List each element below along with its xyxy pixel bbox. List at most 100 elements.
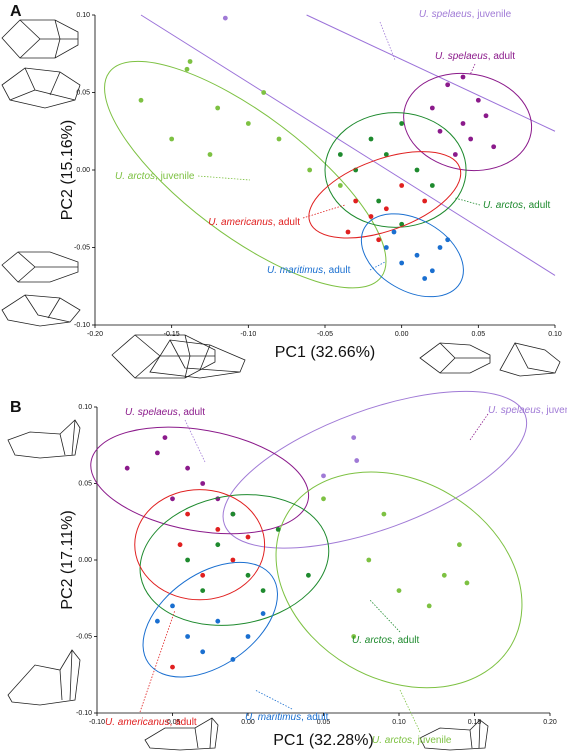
- x-tick-label: -0.05: [317, 331, 333, 338]
- leader-line: [469, 63, 476, 76]
- point: [276, 136, 282, 142]
- point: [422, 276, 428, 281]
- point: [187, 59, 193, 64]
- point: [307, 167, 313, 173]
- y-tick-label: 0.10: [78, 404, 92, 411]
- y-tick-label: 0.00: [78, 557, 92, 564]
- confidence-ellipse: [139, 494, 330, 626]
- point: [460, 121, 466, 126]
- group-stage: , adult: [523, 200, 550, 211]
- y-tick-label: 0.00: [76, 167, 90, 174]
- group-label: U. spelaeus, juvenile: [419, 9, 512, 20]
- y-tick-label: -0.05: [74, 244, 90, 251]
- x-tick-label: 0.10: [548, 331, 562, 338]
- point: [381, 511, 387, 517]
- point: [230, 511, 236, 517]
- wireframes: [1, 19, 561, 751]
- point: [376, 198, 382, 204]
- point: [383, 152, 389, 157]
- point: [383, 245, 389, 250]
- y-axis-title: PC2 (17.11%): [59, 510, 76, 609]
- point: [426, 603, 432, 609]
- point: [437, 245, 443, 250]
- x-tick-label: 0.00: [395, 331, 409, 338]
- point: [155, 450, 160, 456]
- confidence-ellipse: [324, 112, 467, 228]
- y-tick-label: -0.10: [74, 322, 90, 329]
- point: [169, 136, 175, 142]
- point: [391, 229, 397, 235]
- point: [215, 527, 221, 532]
- point: [475, 97, 481, 103]
- x-axis-title: PC1 (32.28%): [273, 732, 374, 749]
- point: [399, 260, 405, 266]
- point: [245, 121, 251, 126]
- group-name: U. maritimus: [267, 265, 323, 276]
- point: [337, 152, 343, 157]
- group-name: U. americanus: [208, 217, 272, 228]
- point: [215, 542, 221, 548]
- wireframe: [149, 339, 246, 379]
- point: [170, 496, 175, 502]
- point: [383, 206, 389, 212]
- point: [354, 458, 360, 463]
- y-tick-label: -0.05: [76, 633, 92, 640]
- point: [441, 572, 447, 578]
- point: [353, 198, 359, 204]
- panel-label: A: [10, 3, 22, 20]
- wireframe: [1, 19, 79, 59]
- wireframe: [419, 342, 491, 374]
- point: [245, 572, 251, 578]
- group-stage: , adult: [169, 717, 196, 728]
- x-tick-label: 0.05: [317, 719, 331, 726]
- group-label: U. americanus, adult: [105, 717, 197, 728]
- group-stage: , juvenile: [155, 171, 195, 182]
- leader-line: [197, 175, 251, 181]
- point: [457, 542, 462, 548]
- wireframe: [419, 719, 489, 751]
- wireframe: [111, 334, 216, 379]
- panel-label: B: [10, 399, 22, 416]
- point: [452, 152, 458, 157]
- point: [422, 198, 428, 204]
- point: [275, 527, 281, 532]
- point: [260, 588, 266, 593]
- group-name: U. maritimus: [245, 712, 301, 723]
- y-tick-label: 0.05: [76, 89, 90, 96]
- confidence-ellipse: [308, 151, 462, 239]
- point: [321, 473, 326, 479]
- leader-line: [369, 599, 401, 633]
- point: [445, 82, 451, 88]
- confidence-ellipse: [222, 390, 528, 549]
- x-tick-label: 0.20: [543, 719, 557, 726]
- x-tick-label: 0.10: [392, 719, 406, 726]
- point: [261, 90, 267, 95]
- group-name: U. americanus: [105, 717, 169, 728]
- group-name: U. spelaeus: [125, 407, 178, 418]
- wireframe: [499, 342, 561, 377]
- group-stage: , adult: [178, 407, 205, 418]
- point: [414, 252, 420, 258]
- group-label: U. arctos, adult: [352, 635, 419, 646]
- point: [351, 435, 357, 440]
- boundary-line: [140, 14, 556, 276]
- point: [155, 618, 160, 624]
- confidence-ellipse: [90, 426, 310, 535]
- y-tick-label: -0.10: [76, 710, 92, 717]
- point: [245, 634, 251, 639]
- group-stage: , juvenile: [412, 735, 452, 746]
- x-tick-label: -0.10: [240, 331, 256, 338]
- point: [230, 557, 236, 563]
- point: [185, 511, 191, 517]
- point: [429, 183, 435, 188]
- point: [321, 496, 326, 502]
- leader-line: [184, 419, 206, 463]
- group-name: U. spelaeus: [435, 51, 488, 62]
- group-label: U. spelaeus, juvenile: [488, 405, 567, 416]
- point: [170, 603, 175, 609]
- point: [185, 557, 191, 563]
- x-axis-title: PC1 (32.66%): [275, 344, 376, 361]
- y-tick-label: 0.10: [76, 12, 90, 19]
- group-label: U. spelaeus, adult: [435, 51, 515, 62]
- point: [138, 97, 144, 103]
